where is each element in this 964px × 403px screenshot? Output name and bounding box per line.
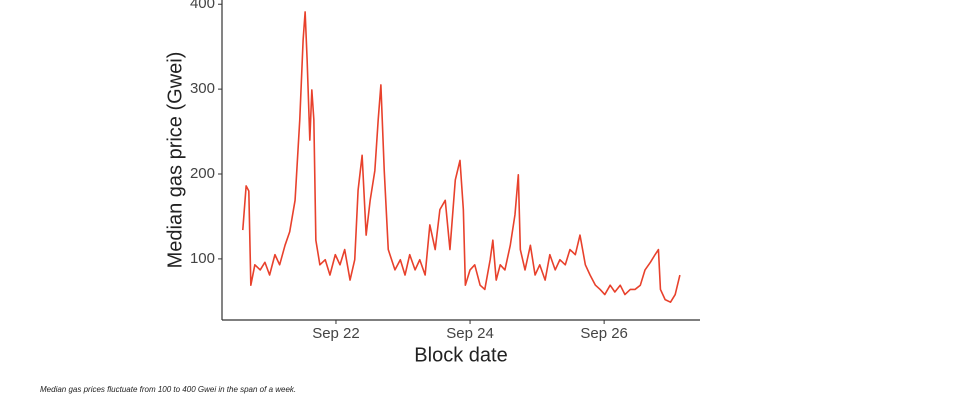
chart: Block date Median gas price (Gwei) 100 20…	[164, 0, 700, 366]
y-axis-title: Median gas price (Gwei)	[164, 52, 186, 269]
x-tick-label: Sep 22	[312, 325, 360, 342]
y-tick-label: 200	[190, 165, 215, 182]
x-tick-label: Sep 24	[446, 325, 494, 342]
x-tick-label: Sep 26	[580, 325, 628, 342]
y-tick-label: 400	[190, 0, 215, 12]
y-tick-label: 300	[190, 80, 215, 97]
price-line	[241, 11, 681, 303]
y-tick-label: 100	[190, 250, 215, 267]
x-axis-title: Block date	[414, 344, 507, 366]
caption: Median gas prices fluctuate from 100 to …	[40, 385, 297, 394]
